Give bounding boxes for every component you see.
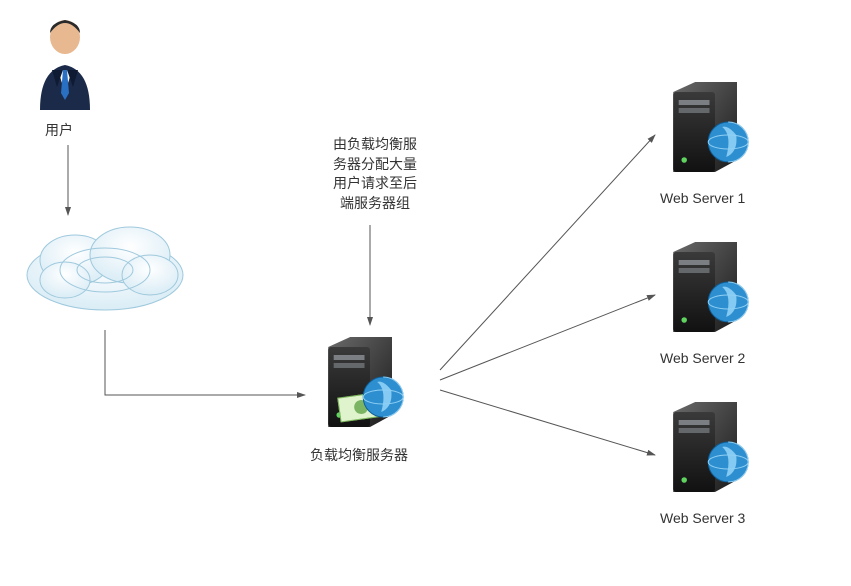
web-server-3-label: Web Server 3 [660, 510, 745, 526]
user-icon [30, 15, 100, 110]
load-balancer-label: 负载均衡服务器 [310, 445, 408, 465]
web-server-3-icon [660, 400, 770, 500]
web-server-1-label: Web Server 1 [660, 190, 745, 206]
edge-cloud-lb [105, 330, 305, 395]
web-server-2-icon [660, 240, 770, 340]
web-server-2-label: Web Server 2 [660, 350, 745, 366]
description-text: 由负载均衡服务器分配大量用户请求至后端服务器组 [310, 135, 440, 213]
cloud-icon [20, 215, 190, 325]
load-balancer-server-icon [315, 335, 425, 435]
edge-lb-web2 [440, 295, 655, 380]
diagram-canvas: 用户 [0, 0, 851, 586]
user-label: 用户 [45, 120, 73, 140]
edge-lb-web1 [440, 135, 655, 370]
web-server-1-icon [660, 80, 770, 180]
edge-lb-web3 [440, 390, 655, 455]
